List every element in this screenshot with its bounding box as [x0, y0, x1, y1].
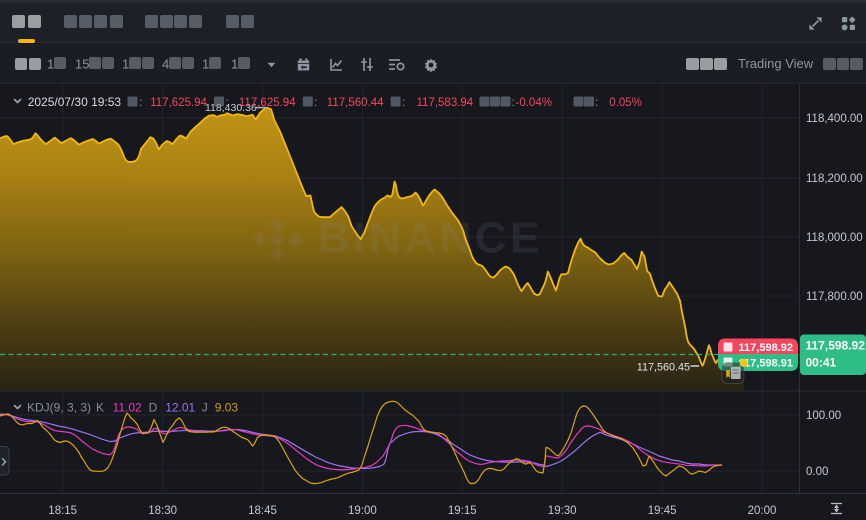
svg-text:18:30: 18:30	[148, 505, 177, 517]
svg-text:12.01: 12.01	[165, 401, 195, 415]
svg-text::: :	[402, 95, 405, 109]
svg-text:19:15: 19:15	[448, 505, 477, 517]
svg-text:00:41: 00:41	[806, 356, 837, 370]
svg-text:K: K	[96, 401, 104, 415]
svg-text:KDJ(9, 3, 3): KDJ(9, 3, 3)	[27, 401, 91, 415]
svg-text:18:45: 18:45	[248, 505, 277, 517]
svg-text:117,800.00: 117,800.00	[806, 291, 863, 303]
svg-text:19:00: 19:00	[348, 505, 377, 517]
svg-text:BINANCE: BINANCE	[318, 214, 543, 263]
svg-text:0.05%: 0.05%	[609, 97, 642, 109]
svg-text:J: J	[202, 401, 208, 415]
svg-text:117,560.44: 117,560.44	[327, 97, 384, 109]
svg-text::: :	[139, 95, 142, 109]
svg-text:D: D	[149, 401, 158, 415]
svg-text:117,598.92: 117,598.92	[739, 342, 793, 354]
svg-text:18:15: 18:15	[48, 505, 77, 517]
svg-text:117,625.94: 117,625.94	[239, 97, 296, 109]
svg-text:118,200.00: 118,200.00	[806, 173, 863, 185]
svg-text::: :	[314, 95, 317, 109]
svg-text:117,625.94: 117,625.94	[150, 97, 207, 109]
svg-text:117,583.94: 117,583.94	[417, 97, 474, 109]
svg-text:118,000.00: 118,000.00	[806, 232, 863, 244]
svg-text:-0.04%: -0.04%	[516, 97, 552, 109]
svg-text:117,560.45: 117,560.45	[637, 362, 690, 374]
svg-text:11.02: 11.02	[113, 401, 142, 415]
svg-text:118,400.00: 118,400.00	[806, 113, 863, 125]
svg-text:19:45: 19:45	[648, 505, 677, 517]
svg-text::: :	[512, 95, 515, 109]
svg-text::: :	[595, 95, 598, 109]
svg-text:9.03: 9.03	[215, 401, 239, 415]
svg-text:117,598.91: 117,598.91	[739, 357, 793, 369]
svg-text:20:00: 20:00	[748, 505, 777, 517]
svg-text:19:30: 19:30	[548, 505, 577, 517]
svg-text::: :	[226, 95, 229, 109]
svg-text:100.00: 100.00	[806, 410, 841, 422]
svg-text:0.00: 0.00	[806, 466, 828, 478]
svg-text:117,598.92: 117,598.92	[806, 339, 866, 353]
svg-text:2025/07/30 19:53: 2025/07/30 19:53	[28, 95, 122, 109]
